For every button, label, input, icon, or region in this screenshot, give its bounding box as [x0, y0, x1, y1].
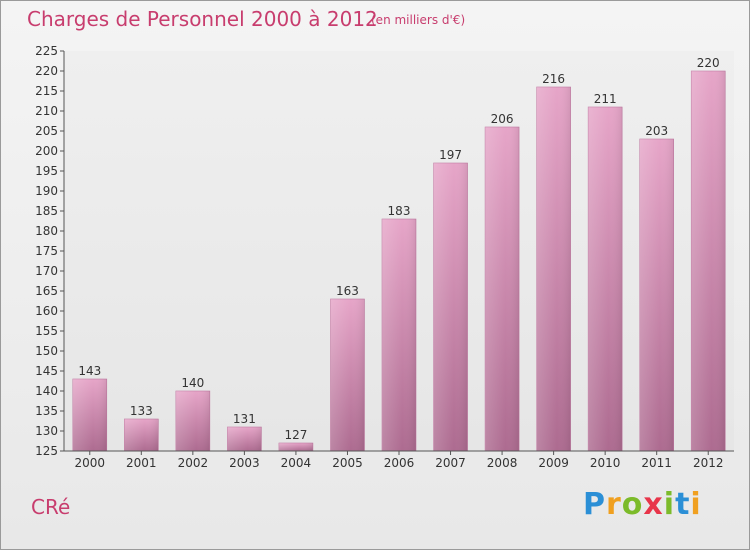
- logo-letter: i: [690, 487, 702, 522]
- x-tick-label: 2002: [178, 456, 209, 470]
- bar-shade-2006: [382, 219, 416, 451]
- bar-value-label: 206: [491, 112, 514, 126]
- bar-shade-2010: [588, 107, 623, 451]
- y-tick-label: 170: [35, 264, 58, 278]
- bars: 143 133 140 131 127 163 183 197 206 216 211 203 220: [72, 56, 726, 452]
- y-tick-label: 135: [35, 404, 58, 418]
- logo-letter: r: [606, 487, 622, 522]
- x-tick-label: 2009: [538, 456, 569, 470]
- y-tick-label: 210: [35, 104, 58, 118]
- y-tick-label: 175: [35, 244, 58, 258]
- y-tick-label: 205: [35, 124, 58, 138]
- x-tick-label: 2008: [487, 456, 518, 470]
- x-tick-label: 2011: [641, 456, 672, 470]
- bar-value-label: 203: [645, 124, 668, 138]
- y-tick-label: 190: [35, 184, 58, 198]
- y-tick-label: 165: [35, 284, 58, 298]
- y-tick-label: 145: [35, 364, 58, 378]
- y-tick-label: 200: [35, 144, 58, 158]
- y-tick-label: 150: [35, 344, 58, 358]
- logo-letter: i: [663, 487, 676, 522]
- bar-shade-2012: [691, 71, 726, 451]
- bar-value-label: 216: [542, 72, 565, 86]
- bar-value-label: 211: [594, 92, 617, 106]
- x-axis: 2000 2001 2002 2003 2004 2005 2006 2007 2008 2009…: [64, 450, 734, 470]
- bar-value-label: 220: [697, 56, 720, 70]
- y-tick-label: 160: [35, 304, 58, 318]
- y-tick-label: 185: [35, 204, 58, 218]
- y-tick-label: 180: [35, 224, 58, 238]
- chart-title: Charges de Personnel 2000 à 2012: [27, 7, 378, 31]
- x-tick-label: 2012: [693, 456, 724, 470]
- bar-value-label: 197: [439, 148, 462, 162]
- y-tick-label: 155: [35, 324, 58, 338]
- bar-value-label: 143: [78, 364, 101, 378]
- logo-letter: x: [643, 487, 664, 522]
- y-tick-label: 215: [35, 84, 58, 98]
- y-tick-label: 130: [35, 424, 58, 438]
- bar-shade-2001: [124, 419, 159, 451]
- x-tick-label: 2003: [229, 456, 260, 470]
- logo-letter: P: [583, 487, 606, 522]
- x-tick-label: 2000: [74, 456, 105, 470]
- logo-letter: t: [675, 487, 691, 522]
- y-tick-label: 195: [35, 164, 58, 178]
- bar-shade-2002: [175, 391, 210, 451]
- x-tick-label: 2004: [281, 456, 312, 470]
- x-tick-label: 2005: [332, 456, 363, 470]
- y-tick-label: 140: [35, 384, 58, 398]
- chart-subtitle: (en milliers d'€): [371, 13, 466, 27]
- logo-letter: o: [621, 487, 644, 522]
- bar-value-label: 183: [388, 204, 411, 218]
- bar-shade-2000: [72, 379, 107, 451]
- bar-value-label: 133: [130, 404, 153, 418]
- proxiti-logo[interactable]: Proxiti: [583, 487, 702, 522]
- y-axis: 125 130 135 140 145 150 155 160 165 170 175 180 185 1…: [35, 44, 65, 458]
- bar-shade-2011: [639, 139, 674, 451]
- bar-shade-2003: [227, 427, 262, 451]
- bar-shade-2005: [330, 299, 365, 451]
- x-tick-label: 2007: [435, 456, 466, 470]
- commune-name: CRé: [31, 495, 71, 519]
- bar-shade-2004: [278, 443, 313, 451]
- bar-shade-2009: [536, 87, 571, 451]
- bar-value-label: 140: [181, 376, 204, 390]
- x-tick-label: 2001: [126, 456, 157, 470]
- y-tick-label: 125: [35, 444, 58, 458]
- x-tick-label: 2006: [384, 456, 415, 470]
- x-tick-label: 2010: [590, 456, 621, 470]
- bar-shade-2008: [485, 127, 520, 451]
- y-tick-label: 220: [35, 64, 58, 78]
- y-tick-label: 225: [35, 44, 58, 58]
- bar-shade-2007: [433, 163, 468, 451]
- bar-value-label: 131: [233, 412, 256, 426]
- bar-value-label: 163: [336, 284, 359, 298]
- bar-value-label: 127: [284, 428, 307, 442]
